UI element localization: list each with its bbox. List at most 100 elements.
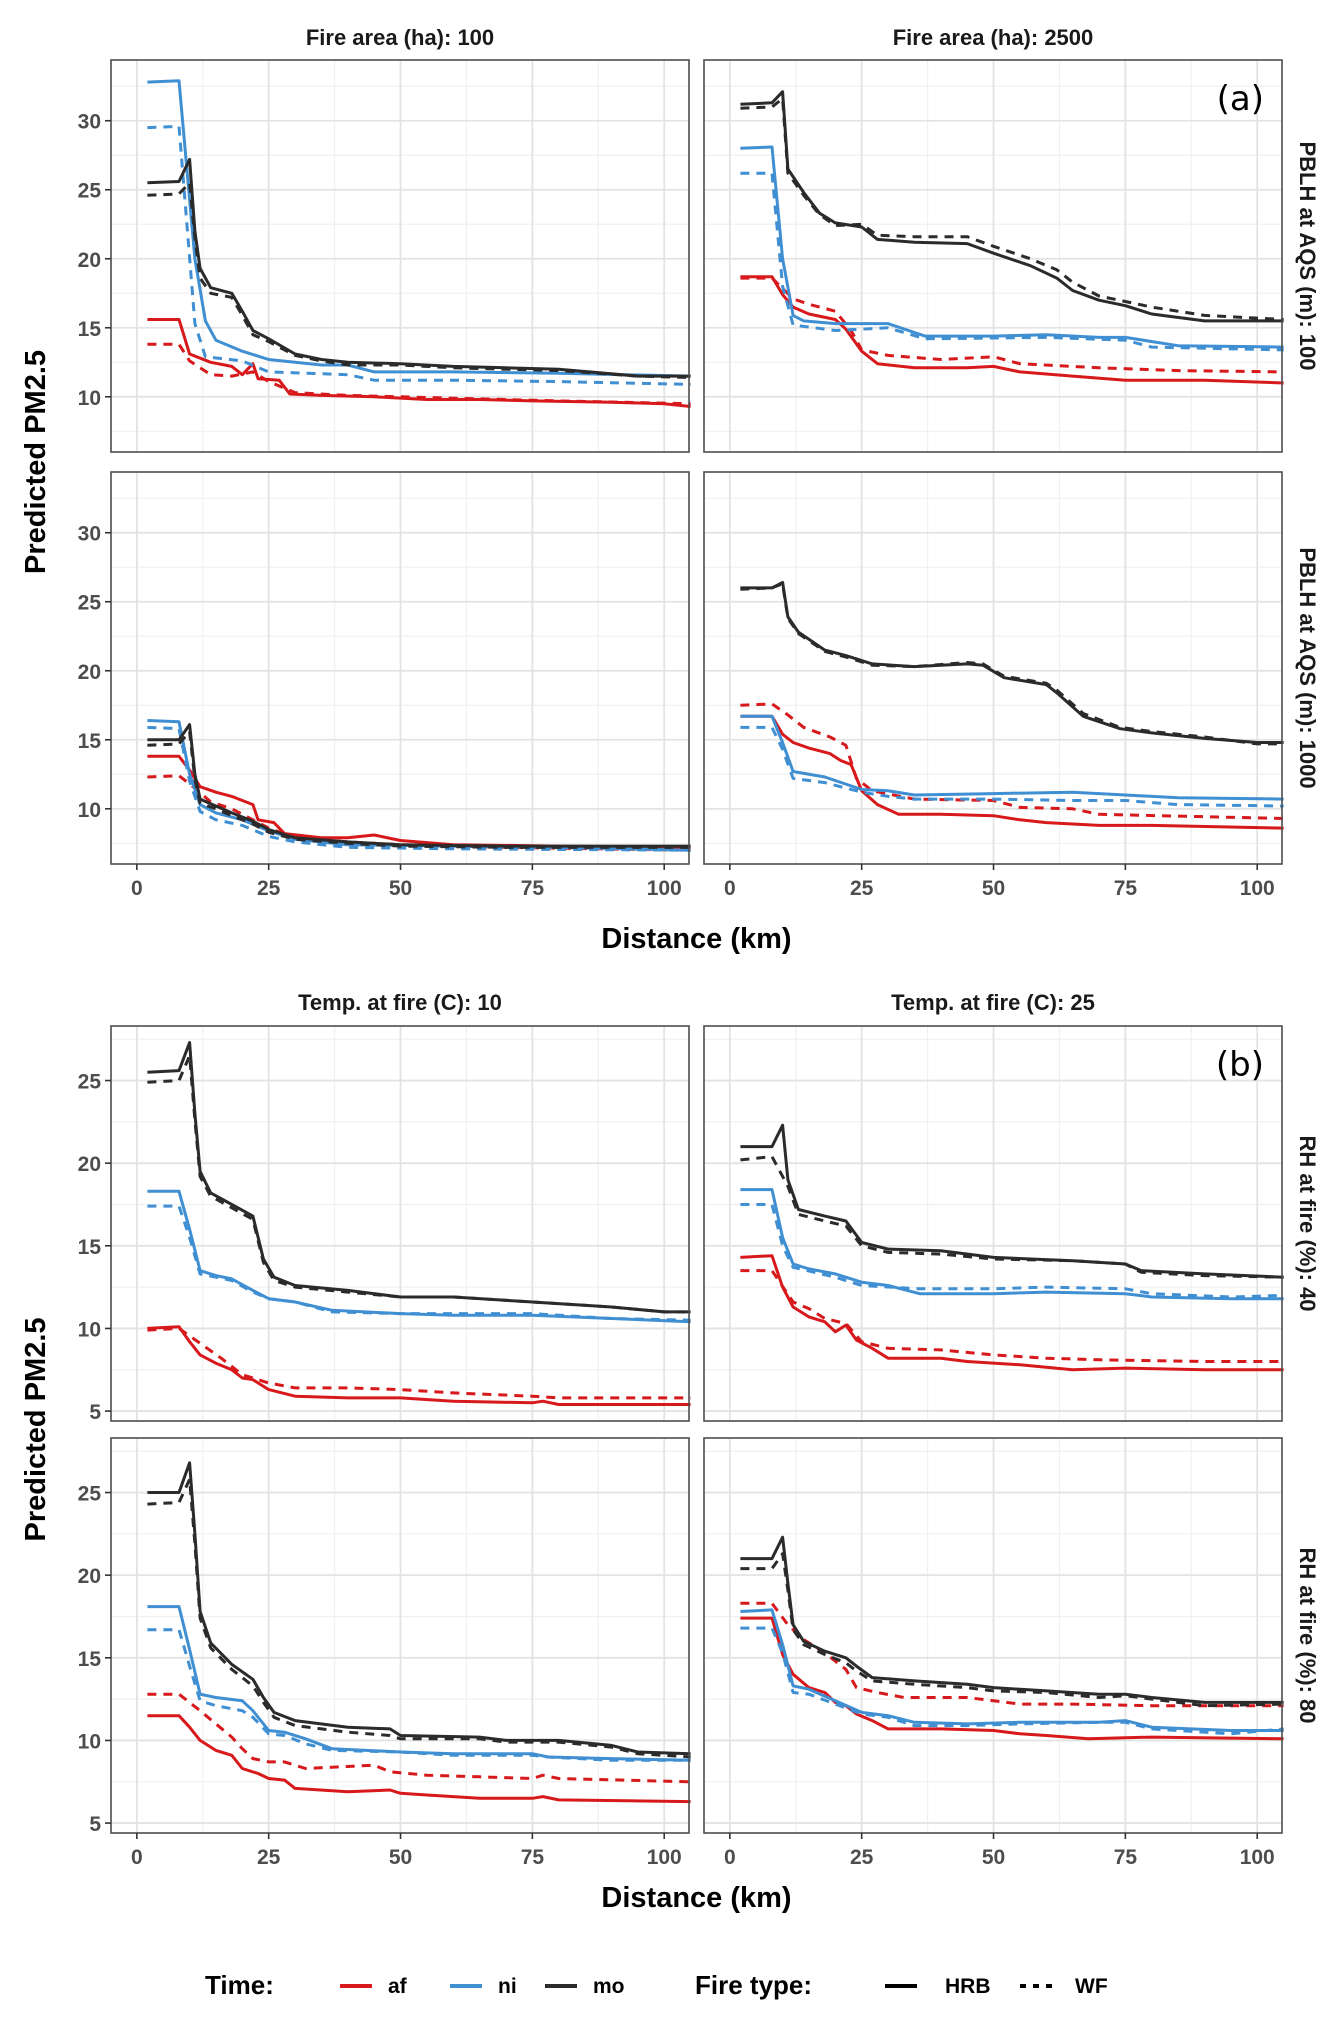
series-line-mo-hrb xyxy=(147,1461,691,1756)
facet-panel xyxy=(703,471,1284,865)
row-strip-label: RH at fire (%): 80 xyxy=(1295,1547,1320,1723)
panel-border xyxy=(110,1025,690,1422)
facet-panel xyxy=(110,59,691,453)
x-tick-label: 50 xyxy=(389,1846,412,1869)
series-line-af-wf xyxy=(147,1326,691,1400)
x-tick-label: 75 xyxy=(521,1846,545,1869)
facet-panel xyxy=(703,59,1284,453)
facet-panel xyxy=(110,1025,691,1422)
y-tick-label: 15 xyxy=(78,1648,102,1671)
y-tick-label: 10 xyxy=(78,1318,101,1341)
x-tick-label: 100 xyxy=(647,877,682,900)
row-strip-label: PBLH at AQS (m): 1000 xyxy=(1295,547,1320,788)
x-axis-title: Distance (km) xyxy=(601,1882,791,1914)
series-line-mo-hrb xyxy=(147,1041,691,1314)
x-tick-label: 50 xyxy=(389,877,412,900)
x-tick-label: 50 xyxy=(982,1846,1005,1869)
y-tick-label: 10 xyxy=(78,799,101,822)
legend-label-wf: WF xyxy=(1075,1975,1108,1998)
column-strip-label: Fire area (ha): 2500 xyxy=(893,25,1094,50)
series-line-ni-wf xyxy=(740,1203,1284,1299)
x-tick-label: 75 xyxy=(1114,877,1138,900)
series-line-ni-hrb xyxy=(740,1188,1284,1301)
legend-type-title: Fire type: xyxy=(695,1970,812,2000)
series-line-mo-hrb xyxy=(147,723,691,848)
y-tick-label: 10 xyxy=(78,1730,101,1753)
x-tick-label: 50 xyxy=(982,877,1005,900)
y-tick-label: 20 xyxy=(78,249,101,272)
x-tick-label: 75 xyxy=(521,877,545,900)
x-tick-label: 0 xyxy=(724,877,736,900)
series-line-ni-hrb xyxy=(740,1608,1284,1732)
series-line-ni-wf xyxy=(740,725,1284,808)
y-tick-label: 15 xyxy=(78,1236,102,1259)
series-line-ni-hrb xyxy=(147,1605,691,1762)
facet-panel xyxy=(110,471,691,865)
y-tick-label: 5 xyxy=(89,1401,101,1424)
column-strip-label: Temp. at fire (C): 10 xyxy=(298,990,502,1015)
series-line-af-wf xyxy=(740,1269,1284,1363)
series-line-mo-hrb xyxy=(147,157,691,378)
x-tick-label: 100 xyxy=(1240,1846,1275,1869)
series-line-af-wf xyxy=(740,276,1284,374)
y-tick-label: 10 xyxy=(78,387,101,410)
series-line-ni-wf xyxy=(740,1626,1284,1736)
y-tick-label: 15 xyxy=(78,318,102,341)
series-line-ni-hrb xyxy=(740,714,1284,801)
series-line-af-hrb xyxy=(147,1714,691,1804)
series-line-mo-hrb xyxy=(740,1535,1284,1704)
y-tick-label: 5 xyxy=(89,1813,101,1836)
y-tick-label: 30 xyxy=(78,523,101,546)
series-line-ni-hrb xyxy=(740,145,1284,349)
facet-panel xyxy=(703,1025,1284,1422)
series-line-af-hrb xyxy=(147,318,691,408)
legend-label-af: af xyxy=(388,1975,408,1998)
series-line-ni-hrb xyxy=(147,79,691,378)
series-line-af-hrb xyxy=(147,1325,691,1406)
series-line-mo-hrb xyxy=(740,580,1284,744)
series-line-af-hrb xyxy=(740,1616,1284,1741)
y-tick-label: 20 xyxy=(78,1565,101,1588)
series-line-mo-hrb xyxy=(740,1123,1284,1279)
y-tick-label: 30 xyxy=(78,111,101,134)
y-tick-label: 25 xyxy=(78,1071,102,1094)
x-tick-label: 25 xyxy=(257,877,281,900)
legend-label-ni: ni xyxy=(498,1975,517,1998)
panel-tag-label: (b) xyxy=(1216,1045,1264,1085)
row-strip-label: RH at fire (%): 40 xyxy=(1295,1135,1320,1311)
series-line-mo-wf xyxy=(740,1155,1284,1279)
x-tick-label: 100 xyxy=(1240,877,1275,900)
y-axis-title: Predicted PM2.5 xyxy=(20,350,52,574)
series-line-ni-hrb xyxy=(147,1189,691,1324)
column-strip-label: Temp. at fire (C): 25 xyxy=(891,990,1095,1015)
series-line-af-wf xyxy=(740,1601,1284,1708)
x-tick-label: 0 xyxy=(724,1846,736,1869)
series-line-mo-hrb xyxy=(740,90,1284,323)
y-tick-label: 25 xyxy=(78,180,102,203)
y-tick-label: 25 xyxy=(78,592,102,615)
series-line-af-wf xyxy=(740,702,1284,820)
y-tick-label: 25 xyxy=(78,1483,102,1506)
x-tick-label: 100 xyxy=(647,1846,682,1869)
x-tick-label: 0 xyxy=(131,877,143,900)
row-strip-label: PBLH at AQS (m): 100 xyxy=(1295,141,1320,370)
legend-label-hrb: HRB xyxy=(945,1975,991,1998)
series-line-ni-wf xyxy=(147,124,691,386)
legend-label-mo: mo xyxy=(593,1975,625,1998)
series-line-ni-wf xyxy=(740,171,1284,352)
series-line-af-hrb xyxy=(740,714,1284,830)
x-tick-label: 25 xyxy=(850,877,874,900)
x-tick-label: 75 xyxy=(1114,1846,1138,1869)
legend-time-title: Time: xyxy=(205,1970,274,2000)
panel-border xyxy=(703,59,1283,453)
facet-panel xyxy=(110,1437,691,1834)
x-axis-title: Distance (km) xyxy=(601,923,791,955)
panel-border xyxy=(110,59,690,453)
y-tick-label: 15 xyxy=(78,730,102,753)
series-line-af-hrb xyxy=(740,1254,1284,1372)
x-tick-label: 25 xyxy=(850,1846,874,1869)
y-axis-title: Predicted PM2.5 xyxy=(20,1317,52,1541)
y-tick-label: 20 xyxy=(78,1153,101,1176)
panel-tag-label: (a) xyxy=(1217,79,1264,119)
